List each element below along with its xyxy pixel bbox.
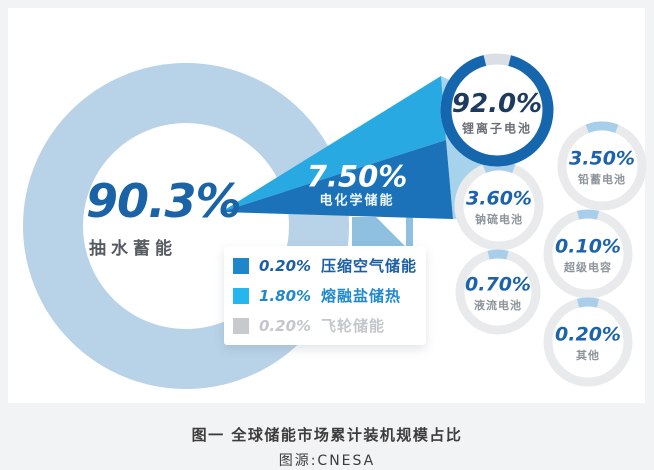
- main-donut-ring: [23, 63, 349, 389]
- satellite-label-other: 其他: [576, 349, 600, 362]
- watermark-n-notch: [376, 217, 406, 247]
- beam-label: 电化学储能: [319, 193, 395, 209]
- legend-value: 0.20%: [259, 316, 312, 335]
- circle-sodium-sulfur: [454, 161, 544, 251]
- circle-supercapacitor: [543, 209, 633, 299]
- beam-lower-dark: [221, 140, 453, 219]
- figure-caption: 图一 全球储能市场累计装机规模占比: [191, 426, 463, 444]
- satellite-label-lithium-ion: 锂离子电池: [461, 121, 533, 136]
- satellite-value-lithium-ion: 92.0%: [451, 89, 543, 119]
- circle-lead-acid: [557, 121, 647, 211]
- legend-label: 飞轮储能: [321, 317, 386, 335]
- satellite-label-flow-battery: 液流电池: [474, 299, 522, 312]
- legend-box: 0.20% 压缩空气储能 1.80% 熔融盐储热 0.20% 飞轮储能: [224, 246, 426, 345]
- satellite-label-sodium-sulfur: 钠硫电池: [475, 213, 523, 226]
- legend-swatch-flywheel: [233, 317, 249, 334]
- main-donut-label: 抽水蓄能: [89, 239, 177, 259]
- circle-lithium-ion: [440, 53, 554, 167]
- legend-row-compressed-air: 0.20% 压缩空气储能: [233, 255, 426, 276]
- satellite-label-lead-acid: 铅蓄电池: [578, 173, 626, 186]
- satellite-value-other: 0.20%: [555, 323, 621, 346]
- figure-source: 图源:CNESA: [278, 453, 376, 469]
- legend-row-flywheel: 0.20% 飞轮储能: [233, 315, 426, 336]
- satellite-value-lead-acid: 3.50%: [569, 147, 635, 170]
- legend-label: 熔融盐储热: [321, 287, 402, 305]
- satellite-value-flow-battery: 0.70%: [465, 273, 531, 296]
- legend-row-molten-salt: 1.80% 熔融盐储热: [233, 285, 426, 306]
- circle-other: [543, 297, 633, 387]
- legend-swatch-compressed-air: [233, 257, 249, 274]
- beam-upper-cyan: [221, 76, 446, 212]
- legend-label: 压缩空气储能: [321, 257, 418, 275]
- legend-swatch-molten-salt: [233, 287, 249, 304]
- legend-value: 0.20%: [259, 256, 312, 275]
- main-donut-value: 90.3%: [86, 174, 242, 228]
- satellite-label-supercapacitor: 超级电容: [564, 261, 612, 274]
- satellite-value-sodium-sulfur: 3.60%: [466, 187, 532, 210]
- circle-flow-battery: [455, 249, 541, 335]
- beam-value: 7.50%: [306, 159, 408, 194]
- satellite-value-supercapacitor: 0.10%: [555, 235, 621, 258]
- legend-value: 1.80%: [259, 286, 312, 305]
